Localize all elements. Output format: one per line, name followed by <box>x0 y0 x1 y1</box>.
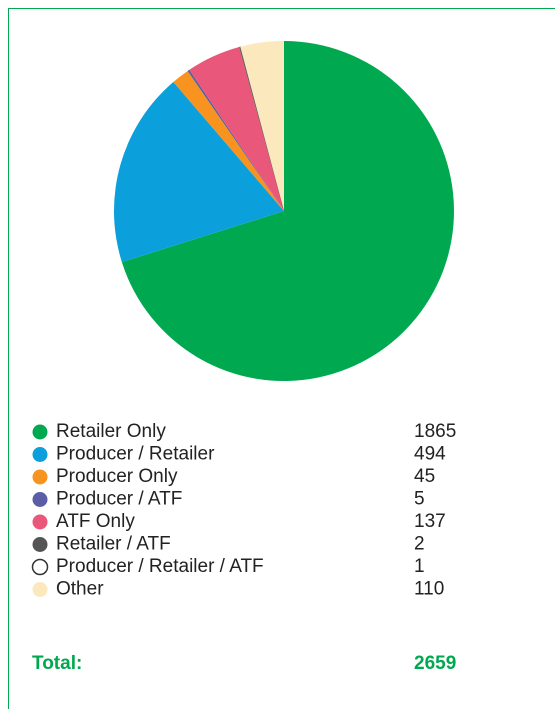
pie-slice <box>113 81 284 263</box>
legend-swatch <box>32 469 48 485</box>
legend-swatch <box>32 514 48 530</box>
legend-swatch <box>32 424 48 440</box>
legend-value: 1865 <box>414 421 456 442</box>
pie-slice <box>187 69 284 211</box>
total-label: Total: <box>32 653 82 674</box>
legend-value: 45 <box>414 466 435 487</box>
legend-value: 137 <box>414 511 446 532</box>
legend-value: 494 <box>414 444 446 465</box>
legend-swatch <box>32 537 48 552</box>
legend-label: Other <box>56 579 104 600</box>
pie-slice <box>240 41 284 211</box>
legend-label: ATF Only <box>56 511 135 532</box>
legend-label: Retailer Only <box>56 421 166 442</box>
total-value: 2659 <box>414 653 456 674</box>
legend-label: Producer / ATF <box>56 489 182 510</box>
legend-value: 110 <box>414 579 444 600</box>
legend-label: Producer Only <box>56 466 178 487</box>
legend-label: Retailer / ATF <box>56 534 171 555</box>
legend-value: 5 <box>414 489 425 510</box>
pie-slice <box>239 46 285 212</box>
legend-swatch <box>32 582 48 597</box>
legend-value: 2 <box>414 534 425 555</box>
legend-value: 1 <box>414 556 425 577</box>
pie-slice <box>173 70 284 211</box>
legend-swatch <box>32 447 48 462</box>
pie-slice <box>121 41 454 381</box>
legend-swatch <box>31 558 49 576</box>
pie-slice <box>189 47 284 211</box>
legend-label: Producer / Retailer / ATF <box>56 556 264 577</box>
legend-label: Producer / Retailer <box>56 444 215 465</box>
legend-swatch <box>32 492 48 507</box>
